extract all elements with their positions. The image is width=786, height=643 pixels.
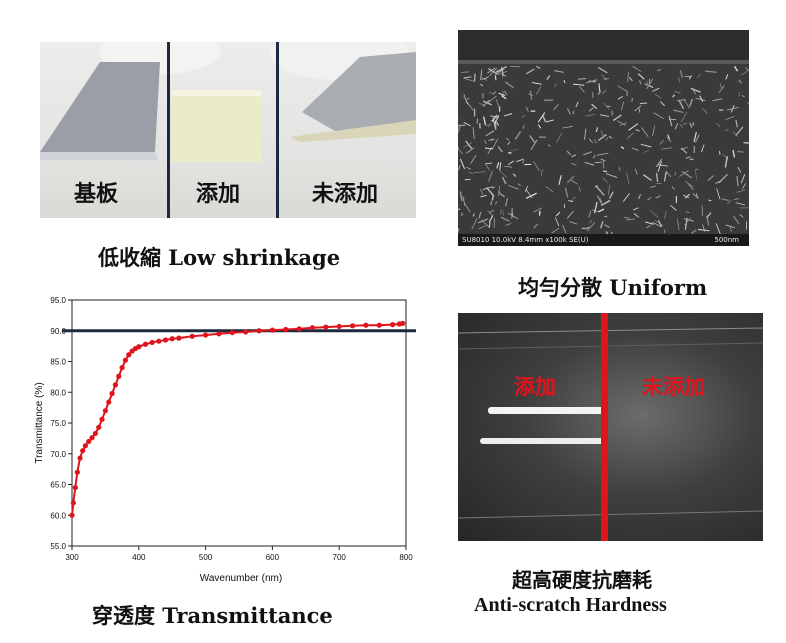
with-additive-label: 添加	[196, 181, 241, 207]
data-point	[323, 324, 329, 330]
x-tick-label: 400	[132, 553, 146, 562]
x-tick-label: 500	[199, 553, 213, 562]
x-tick-label: 800	[399, 553, 413, 562]
data-point	[82, 443, 88, 449]
y-tick-label: 55.0	[50, 542, 66, 551]
sem-scale-label: 500nm	[714, 236, 739, 244]
data-point	[92, 430, 98, 437]
data-point	[96, 424, 102, 430]
photo-divider	[276, 42, 279, 218]
shrinkage-caption: 低收縮 Low shrinkage	[98, 245, 341, 270]
shrinkage-photo: 基板 添加 未添加	[40, 42, 416, 218]
data-point	[176, 335, 182, 341]
y-tick-label: 70.0	[50, 450, 66, 459]
y-tick-label: 65.0	[50, 481, 66, 490]
scratch-photo: 添加 未添加	[458, 313, 763, 541]
chart-series	[69, 320, 406, 518]
data-point	[229, 329, 235, 336]
data-point	[142, 341, 149, 347]
x-tick-label: 700	[333, 553, 347, 562]
sem-texture	[458, 30, 749, 234]
data-point	[256, 328, 262, 334]
transmittance-caption: 穿透度 Transmittance	[92, 603, 333, 628]
data-point	[283, 326, 289, 333]
transmittance-chart: 300 400 500 600 700 800 55.0 60.0 65.0 70.0 75.0 80…	[34, 296, 416, 584]
y-axis-label: Transmittance (%)	[34, 382, 45, 463]
x-tick-label: 300	[65, 553, 79, 562]
data-point	[112, 382, 119, 388]
data-point	[99, 416, 105, 422]
data-point	[109, 390, 115, 397]
sem-parameters: SU8010 10.0kV 8.4mm x100k SE(U)	[462, 236, 589, 244]
data-point	[189, 333, 195, 339]
data-point	[69, 512, 75, 518]
data-point	[162, 337, 169, 343]
hardness-caption-en: Anti-scratch Hardness	[474, 594, 667, 616]
data-point	[106, 399, 112, 405]
without-additive-label: 未添加	[312, 181, 379, 207]
y-tick-label: 80.0	[50, 388, 66, 397]
x-axis-label: Wavenumber (nm)	[200, 573, 282, 584]
data-point	[243, 329, 249, 335]
data-point	[86, 438, 92, 445]
data-point	[363, 322, 369, 328]
photo-divider	[167, 42, 170, 218]
data-point	[126, 352, 132, 358]
y-tick-label: 60.0	[50, 511, 66, 520]
data-point	[169, 336, 175, 342]
data-point	[269, 327, 275, 333]
uniform-caption: 均勻分散 Uniform	[518, 275, 708, 300]
data-point	[336, 323, 342, 330]
data-point	[74, 469, 80, 475]
data-point	[122, 357, 129, 363]
plot-frame	[71, 299, 407, 547]
y-tick-label: 95.0	[50, 296, 66, 305]
without-additive-scratch-label: 未添加	[642, 374, 705, 399]
data-point	[102, 408, 108, 414]
data-point	[296, 326, 302, 332]
data-point	[77, 455, 83, 461]
with-additive-scratch-label: 添加	[514, 374, 556, 399]
data-point	[203, 332, 209, 338]
data-point	[72, 484, 78, 491]
shrinkage-photo-illustration	[40, 42, 416, 162]
x-tick-label: 600	[266, 553, 280, 562]
y-tick-label: 85.0	[50, 358, 66, 367]
data-point	[70, 500, 76, 506]
data-point	[376, 322, 382, 328]
data-point	[156, 338, 162, 344]
data-point	[149, 339, 155, 346]
data-point	[136, 344, 142, 350]
series-line	[71, 322, 403, 516]
data-point	[309, 325, 316, 331]
data-point	[400, 320, 406, 326]
data-point	[89, 435, 95, 441]
y-tick-label: 90.0	[50, 327, 66, 336]
chart-axes: 300 400 500 600 700 800 55.0 60.0 65.0 70.0 75.0 80…	[50, 296, 416, 562]
sem-image: SU8010 10.0kV 8.4mm x100k SE(U) 500nm	[458, 30, 749, 246]
data-point	[216, 331, 222, 337]
y-tick-label: 75.0	[50, 419, 66, 428]
data-point	[116, 373, 122, 379]
data-point	[349, 323, 356, 329]
data-point	[80, 448, 86, 454]
data-point	[390, 322, 396, 328]
sem-info-bar: SU8010 10.0kV 8.4mm x100k SE(U) 500nm	[458, 234, 749, 246]
data-point	[119, 365, 125, 371]
hardness-caption-zh: 超高硬度抗磨耗	[512, 568, 652, 592]
substrate-label: 基板	[74, 181, 119, 207]
scratch-illustration	[458, 313, 763, 541]
